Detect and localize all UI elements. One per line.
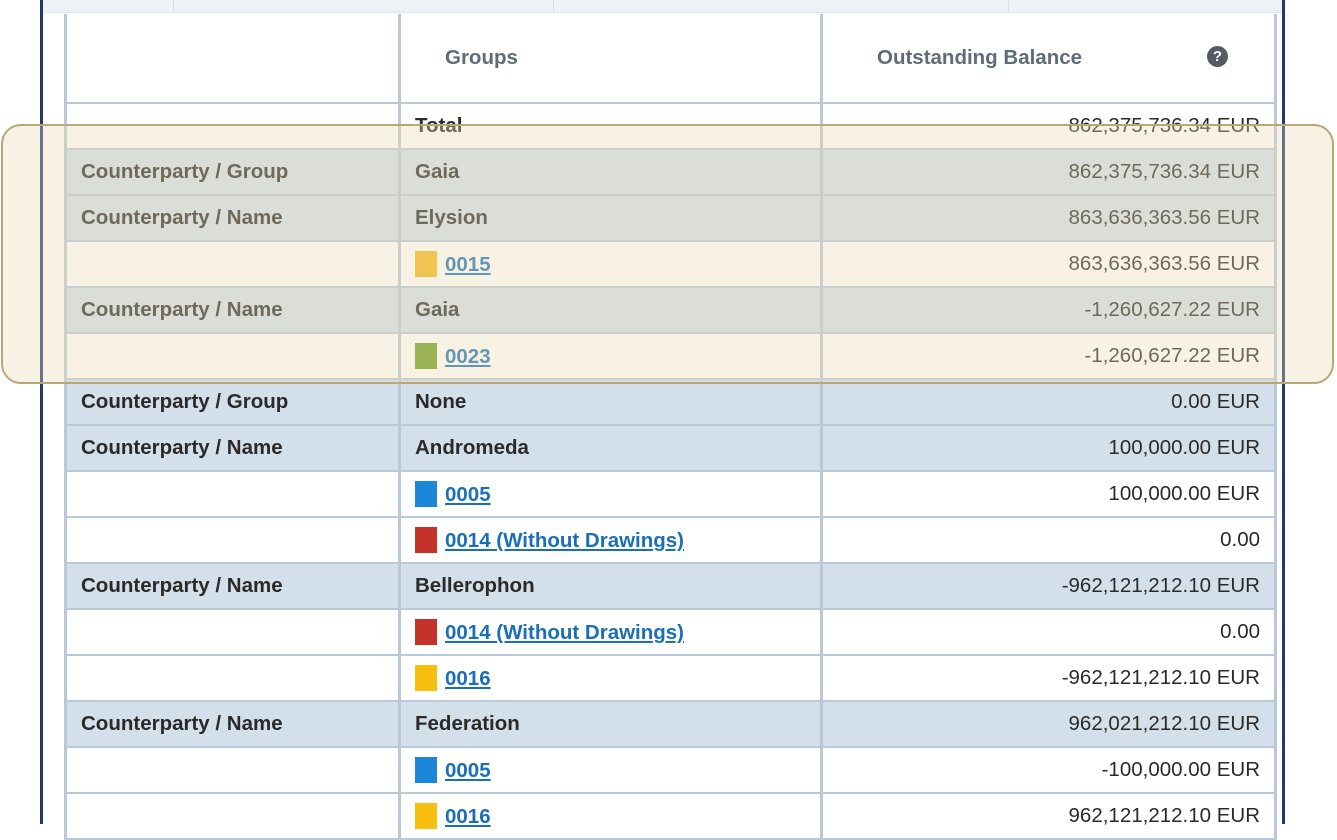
table-row-account: 0016 -962,121,212.10 EUR: [64, 655, 1277, 702]
top-strip: [43, 0, 1282, 13]
row-account: 0005: [398, 471, 823, 518]
row-level: Counterparty / Name: [64, 563, 401, 610]
row-amount: -962,121,212.10 EUR: [820, 655, 1277, 702]
frame-left-border: [40, 0, 43, 824]
table-header-row: Groups Outstanding Balance ?: [64, 14, 1277, 104]
row-amount: 0.00 EUR: [820, 379, 1277, 426]
row-level: Counterparty / Group: [64, 379, 401, 426]
account-link[interactable]: 0016: [445, 667, 491, 690]
row-level: Counterparty / Name: [64, 195, 401, 242]
column-header-outstanding-balance-label: Outstanding Balance: [877, 46, 1083, 69]
strip-divider: [173, 0, 174, 12]
column-header-groups[interactable]: Groups: [398, 14, 823, 104]
account-link[interactable]: 0023: [445, 345, 491, 368]
row-account: 0005: [398, 747, 823, 794]
row-level: Counterparty / Name: [64, 425, 401, 472]
row-amount: 962,021,212.10 EUR: [820, 701, 1277, 748]
row-amount: 863,636,363.56 EUR: [820, 195, 1277, 242]
account-link[interactable]: 0015: [445, 253, 491, 276]
account-color-swatch: [415, 343, 437, 369]
row-amount: 962,121,212.10 EUR: [820, 793, 1277, 840]
row-amount: 100,000.00 EUR: [820, 425, 1277, 472]
account-color-swatch: [415, 803, 437, 829]
row-level: Counterparty / Name: [64, 701, 401, 748]
row-group: Total: [398, 103, 823, 150]
row-account: 0016: [398, 655, 823, 702]
row-amount: -1,260,627.22 EUR: [820, 287, 1277, 334]
table-row-account: 0005 -100,000.00 EUR: [64, 747, 1277, 794]
row-group: None: [398, 379, 823, 426]
row-group: Gaia: [398, 287, 823, 334]
table-row-account: 0014 (Without Drawings) 0.00: [64, 609, 1277, 656]
row-account: 0015: [398, 241, 823, 288]
account-color-swatch: [415, 251, 437, 277]
table-row-account: 0016 962,121,212.10 EUR: [64, 793, 1277, 840]
row-account: 0023: [398, 333, 823, 380]
table-row-account: 0023 -1,260,627.22 EUR: [64, 333, 1277, 380]
row-group: Elysion: [398, 195, 823, 242]
balance-table: Groups Outstanding Balance ? Total 862,3…: [64, 14, 1277, 840]
account-link[interactable]: 0014 (Without Drawings): [445, 621, 685, 644]
row-amount: 863,636,363.56 EUR: [820, 241, 1277, 288]
row-amount: 862,375,736.34 EUR: [820, 103, 1277, 150]
row-level-empty: [64, 655, 401, 702]
column-header-outstanding-balance[interactable]: Outstanding Balance ?: [820, 14, 1277, 104]
help-icon[interactable]: ?: [1207, 46, 1228, 67]
table-row-name: Counterparty / Name Federation 962,021,2…: [64, 701, 1277, 748]
table-row-name: Counterparty / Name Elysion 863,636,363.…: [64, 195, 1277, 242]
table-row-name: Counterparty / Name Andromeda 100,000.00…: [64, 425, 1277, 472]
row-level-empty: [64, 333, 401, 380]
row-group: Gaia: [398, 149, 823, 196]
strip-divider: [1008, 0, 1009, 12]
row-amount: -962,121,212.10 EUR: [820, 563, 1277, 610]
row-account: 0016: [398, 793, 823, 840]
row-amount: 0.00: [820, 517, 1277, 564]
table-row-name: Counterparty / Name Bellerophon -962,121…: [64, 563, 1277, 610]
account-link[interactable]: 0014 (Without Drawings): [445, 529, 685, 552]
row-level: Counterparty / Name: [64, 287, 401, 334]
account-color-swatch: [415, 527, 437, 553]
account-color-swatch: [415, 619, 437, 645]
row-account: 0014 (Without Drawings): [398, 517, 823, 564]
table-row-group: Counterparty / Group None 0.00 EUR: [64, 379, 1277, 426]
frame-right-border: [1282, 0, 1285, 824]
account-link[interactable]: 0005: [445, 483, 491, 506]
table-row-group: Counterparty / Group Gaia 862,375,736.34…: [64, 149, 1277, 196]
row-group: Federation: [398, 701, 823, 748]
row-level-empty: [64, 609, 401, 656]
account-link[interactable]: 0005: [445, 759, 491, 782]
row-amount: -100,000.00 EUR: [820, 747, 1277, 794]
table-row-account: 0015 863,636,363.56 EUR: [64, 241, 1277, 288]
balance-grid: Groups Outstanding Balance ? Total 862,3…: [64, 14, 1277, 840]
row-level-empty: [64, 241, 401, 288]
row-account: 0014 (Without Drawings): [398, 609, 823, 656]
row-level-empty: [64, 517, 401, 564]
row-level: Counterparty / Group: [64, 149, 401, 196]
row-amount: 862,375,736.34 EUR: [820, 149, 1277, 196]
table-row-name: Counterparty / Name Gaia -1,260,627.22 E…: [64, 287, 1277, 334]
account-color-swatch: [415, 481, 437, 507]
column-header-level: [64, 14, 401, 104]
row-amount: -1,260,627.22 EUR: [820, 333, 1277, 380]
row-level-empty: [64, 747, 401, 794]
row-level: [64, 103, 401, 150]
table-row-account: 0014 (Without Drawings) 0.00: [64, 517, 1277, 564]
row-amount: 0.00: [820, 609, 1277, 656]
row-level-empty: [64, 471, 401, 518]
row-amount: 100,000.00 EUR: [820, 471, 1277, 518]
table-row-account: 0005 100,000.00 EUR: [64, 471, 1277, 518]
account-color-swatch: [415, 757, 437, 783]
row-group: Bellerophon: [398, 563, 823, 610]
account-link[interactable]: 0016: [445, 805, 491, 828]
table-row-total: Total 862,375,736.34 EUR: [64, 103, 1277, 150]
account-color-swatch: [415, 665, 437, 691]
strip-divider: [553, 0, 554, 12]
row-group: Andromeda: [398, 425, 823, 472]
row-level-empty: [64, 793, 401, 840]
